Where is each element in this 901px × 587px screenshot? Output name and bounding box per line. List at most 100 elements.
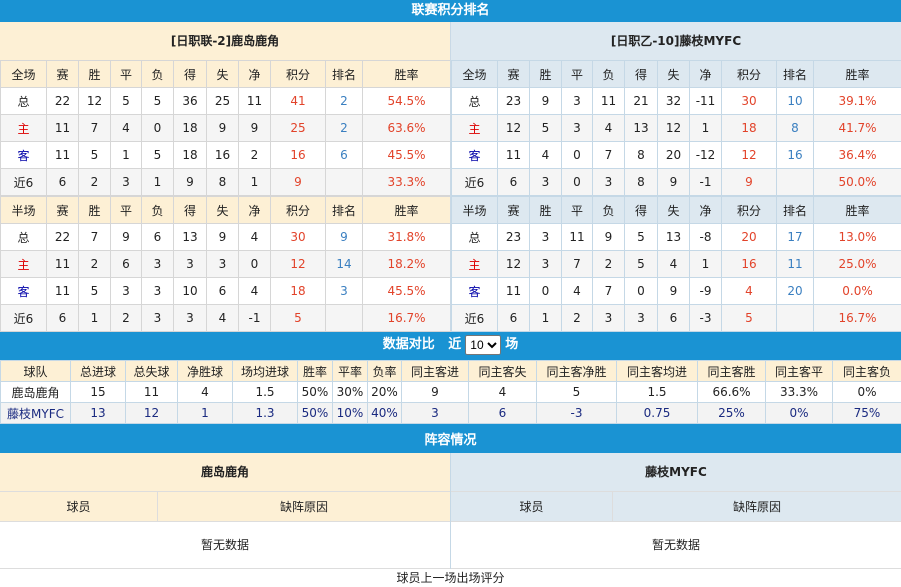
table-cell: 1 xyxy=(111,142,142,169)
table-cell: 9 xyxy=(207,115,239,142)
table-cell: 12 xyxy=(271,251,326,278)
table-cell: 15 xyxy=(71,382,126,403)
table-cell: 11 xyxy=(777,251,814,278)
table-cell: 3 xyxy=(111,169,142,196)
table-cell: 3 xyxy=(530,251,562,278)
table-cell: 8 xyxy=(625,169,658,196)
table-cell: 0 xyxy=(142,115,174,142)
table-cell: -9 xyxy=(690,278,722,305)
table-cell: 3 xyxy=(174,251,207,278)
table-cell: 1 xyxy=(142,169,174,196)
table-cell: 1 xyxy=(79,305,111,332)
table-cell: 6 xyxy=(469,403,537,424)
table-cell: 22 xyxy=(47,224,79,251)
lineup-title: 阵容情况 xyxy=(0,428,901,453)
header-cell: 同主客负 xyxy=(833,361,901,382)
compare-table: 球队总进球总失球净胜球场均进球胜率平率负率同主客进同主客失同主客净胜同主客均进同… xyxy=(0,360,901,424)
header-cell: 同主客平 xyxy=(766,361,833,382)
table-cell: 13 xyxy=(174,224,207,251)
table-cell: 4 xyxy=(530,142,562,169)
table-header: 半场赛胜平负得失净积分排名胜率 xyxy=(1,197,451,224)
table-cell: 总 xyxy=(452,224,498,251)
table-cell: 5 xyxy=(142,88,174,115)
table-cell: 4 xyxy=(178,382,233,403)
table-cell: 50% xyxy=(298,403,333,424)
table-cell: -1 xyxy=(690,169,722,196)
header-cell: 半场 xyxy=(1,197,47,224)
header-cell: 负 xyxy=(142,197,174,224)
header-cell: 排名 xyxy=(777,197,814,224)
header-cell: 同主客失 xyxy=(469,361,537,382)
table-cell: 客 xyxy=(452,278,498,305)
header-cell: 赛 xyxy=(498,197,530,224)
header-cell: 同主客进 xyxy=(402,361,469,382)
header-cell: 胜率 xyxy=(363,61,451,88)
lineup-team-name: 藤枝MYFC xyxy=(451,453,901,491)
table-cell: 2 xyxy=(79,169,111,196)
header-cell: 胜 xyxy=(530,61,562,88)
table-cell: 39.1% xyxy=(814,88,901,115)
table-cell: 16 xyxy=(722,251,777,278)
table-cell: 7 xyxy=(79,115,111,142)
table-cell: 11 xyxy=(593,88,625,115)
table-cell: 2 xyxy=(326,115,363,142)
table-cell: 4 xyxy=(469,382,537,403)
table-cell: 45.5% xyxy=(363,142,451,169)
header-cell: 球队 xyxy=(1,361,71,382)
table-cell: 4 xyxy=(593,115,625,142)
lineup-home: 鹿岛鹿角 球员缺阵原因 暂无数据 xyxy=(0,453,450,569)
table-cell: 2 xyxy=(79,251,111,278)
header-cell: 胜率 xyxy=(363,197,451,224)
table-cell: 5 xyxy=(142,142,174,169)
table-cell: 25.0% xyxy=(814,251,901,278)
table-cell: 9 xyxy=(402,382,469,403)
table-header: 全场赛胜平负得失净积分排名胜率 xyxy=(452,61,901,88)
table-cell: 11 xyxy=(239,88,271,115)
table-cell: 3 xyxy=(562,88,593,115)
header-cell: 场均进球 xyxy=(233,361,298,382)
table-cell: 16 xyxy=(207,142,239,169)
table-header: 全场赛胜平负得失净积分排名胜率 xyxy=(1,61,451,88)
match-count-select[interactable]: 10 xyxy=(465,335,501,355)
table-cell: 7 xyxy=(562,251,593,278)
table-cell: 8 xyxy=(207,169,239,196)
table-cell: 11 xyxy=(47,115,79,142)
header-cell: 同主客均进 xyxy=(617,361,698,382)
table-cell: 近6 xyxy=(1,169,47,196)
table-cell: 3 xyxy=(142,251,174,278)
table-cell: 0 xyxy=(239,251,271,278)
table-cell: 5 xyxy=(111,88,142,115)
table-cell: 16 xyxy=(271,142,326,169)
header-cell: 全场 xyxy=(452,61,498,88)
table-header: 球队总进球总失球净胜球场均进球胜率平率负率同主客进同主客失同主客净胜同主客均进同… xyxy=(1,361,901,382)
table-cell: 总 xyxy=(452,88,498,115)
table-cell: 18 xyxy=(271,278,326,305)
table-cell: 41 xyxy=(271,88,326,115)
header-cell: 平 xyxy=(562,197,593,224)
table-cell: 4 xyxy=(111,115,142,142)
header-cell: 同主客净胜 xyxy=(537,361,617,382)
table-cell: 4 xyxy=(239,224,271,251)
header-cell: 净 xyxy=(239,197,271,224)
table-cell: 4 xyxy=(658,251,690,278)
table-cell: 0 xyxy=(625,278,658,305)
table-cell: 3 xyxy=(142,278,174,305)
table-cell: 客 xyxy=(1,142,47,169)
table-cell: 18 xyxy=(174,142,207,169)
table-cell: 主 xyxy=(452,115,498,142)
table-cell: 32 xyxy=(658,88,690,115)
table-cell: 6 xyxy=(207,278,239,305)
table-cell: 3 xyxy=(207,251,239,278)
table-cell: 33.3% xyxy=(766,382,833,403)
table-cell: 18.2% xyxy=(363,251,451,278)
table-header: 半场赛胜平负得失净积分排名胜率 xyxy=(452,197,901,224)
table-cell: 7 xyxy=(593,142,625,169)
table-cell: 10% xyxy=(333,403,368,424)
header-cell: 失 xyxy=(207,197,239,224)
